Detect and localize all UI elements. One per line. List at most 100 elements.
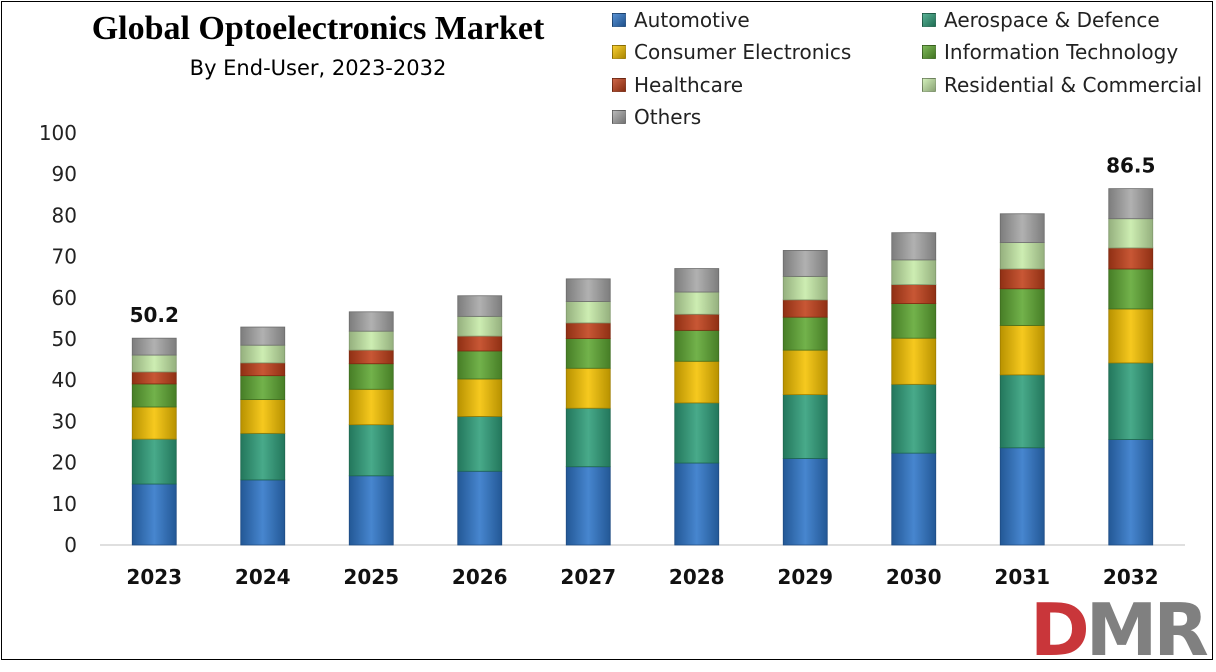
bar-segment-consumer-electronics-2030 (891, 337, 937, 385)
bar-segment-healthcare-2030 (891, 284, 937, 304)
bar-segment-information-technology-2026 (457, 350, 503, 380)
bar-segment-residential-and-commercial-2025 (348, 330, 394, 351)
x-tick-label: 2028 (669, 565, 725, 589)
bar-segment-healthcare-2028 (674, 313, 720, 331)
legend-item-automotive: Automotive (612, 8, 750, 32)
legend-item-healthcare: Healthcare (612, 73, 743, 97)
x-tick-label: 2030 (886, 565, 942, 589)
bar-segment-aerospace-and-defence-2023 (131, 438, 177, 485)
bar-segment-aerospace-and-defence-2028 (674, 402, 720, 464)
x-tick-label: 2026 (452, 565, 508, 589)
y-tick-label: 80 (52, 203, 77, 227)
legend-item-consumer-electronics: Consumer Electronics (612, 40, 851, 64)
bar-segment-healthcare-2023 (131, 371, 177, 385)
bar-segment-aerospace-and-defence-2030 (891, 383, 937, 454)
bar-segment-healthcare-2025 (348, 349, 394, 365)
bar-segment-information-technology-2028 (674, 329, 720, 362)
bar-segment-information-technology-2029 (782, 316, 828, 351)
bar-segment-information-technology-2023 (131, 383, 177, 408)
bar-segment-healthcare-2031 (999, 268, 1045, 290)
x-tick-label: 2032 (1103, 565, 1159, 589)
legend-item-residential-and-commercial: Residential & Commercial (922, 73, 1202, 97)
legend-label: Consumer Electronics (634, 40, 852, 64)
chart-title: Global Optoelectronics Market (91, 10, 545, 47)
bar-segment-others-2027 (565, 278, 611, 302)
bar-segment-residential-and-commercial-2030 (891, 259, 937, 286)
bar-segment-others-2028 (674, 268, 720, 293)
bar-segment-healthcare-2027 (565, 322, 611, 339)
bar-segment-others-2030 (891, 232, 937, 261)
bar-segment-consumer-electronics-2031 (999, 325, 1045, 376)
bar-segment-healthcare-2024 (240, 362, 286, 377)
bar-segment-information-technology-2024 (240, 375, 286, 400)
bar-segment-automotive-2032 (1108, 439, 1154, 546)
bar-segment-consumer-electronics-2024 (240, 399, 286, 434)
bar-stack-2024 (240, 326, 286, 546)
bar-segment-residential-and-commercial-2023 (131, 354, 177, 373)
legend-swatch (922, 13, 936, 27)
legend-swatch (612, 13, 626, 27)
chart-subtitle: By End-User, 2023-2032 (189, 56, 447, 80)
bar-segment-automotive-2028 (674, 462, 720, 546)
bar-segment-consumer-electronics-2028 (674, 360, 720, 404)
y-tick-label: 70 (52, 245, 77, 269)
legend-label: Residential & Commercial (944, 73, 1203, 97)
bar-segment-information-technology-2030 (891, 303, 937, 339)
legend-label: Information Technology (944, 40, 1179, 64)
bar-segment-aerospace-and-defence-2029 (782, 394, 828, 459)
bar-segment-consumer-electronics-2027 (565, 367, 611, 409)
legend-item-information-technology: Information Technology (922, 40, 1178, 64)
dmr-logo: DMR (1030, 594, 1209, 666)
bar-stack-2031 (999, 213, 1045, 546)
bar-segment-automotive-2023 (131, 483, 177, 546)
bar-segment-consumer-electronics-2032 (1108, 308, 1154, 364)
bar-segment-aerospace-and-defence-2026 (457, 416, 503, 472)
bar-segment-aerospace-and-defence-2031 (999, 374, 1045, 449)
bar-stack-2032 (1108, 188, 1154, 546)
bar-segment-others-2026 (457, 295, 503, 317)
bar-segment-residential-and-commercial-2027 (565, 301, 611, 324)
legend-swatch (922, 78, 936, 92)
legend-swatch (922, 45, 936, 59)
bar-segment-automotive-2025 (348, 475, 394, 546)
bar-segment-others-2031 (999, 213, 1045, 243)
bar-stack-2030 (891, 232, 937, 546)
bar-segment-healthcare-2029 (782, 299, 828, 318)
x-tick-label: 2027 (560, 565, 616, 589)
bar-segment-information-technology-2025 (348, 363, 394, 390)
bar-segment-residential-and-commercial-2026 (457, 315, 503, 337)
bar-segment-residential-and-commercial-2024 (240, 344, 286, 364)
data-label-total-2023: 50.2 (130, 303, 179, 327)
legend-label: Others (634, 105, 702, 129)
legend-item-aerospace-and-defence: Aerospace & Defence (922, 8, 1160, 32)
y-tick-label: 10 (52, 492, 77, 516)
y-tick-label: 50 (52, 327, 77, 351)
bar-segment-residential-and-commercial-2031 (999, 242, 1045, 270)
x-tick-label: 2023 (126, 565, 182, 589)
bar-segment-automotive-2026 (457, 470, 503, 546)
data-label-total-2032: 86.5 (1106, 154, 1155, 178)
bar-segment-aerospace-and-defence-2024 (240, 432, 286, 481)
logo-letter-m: M (1085, 588, 1158, 672)
x-tick-label: 2031 (994, 565, 1050, 589)
bar-segment-information-technology-2027 (565, 338, 611, 369)
bar-segment-residential-and-commercial-2029 (782, 275, 828, 301)
bar-stack-2027 (565, 278, 611, 546)
y-tick-label: 30 (52, 409, 77, 433)
bar-segment-automotive-2027 (565, 466, 611, 546)
bar-segment-aerospace-and-defence-2032 (1108, 362, 1154, 440)
bar-segment-others-2032 (1108, 188, 1154, 220)
bar-segment-healthcare-2032 (1108, 247, 1154, 270)
bar-segment-others-2025 (348, 311, 394, 332)
y-tick-label: 60 (52, 286, 77, 310)
bar-segment-residential-and-commercial-2032 (1108, 218, 1154, 249)
x-tick-label: 2025 (343, 565, 399, 589)
bar-segment-aerospace-and-defence-2025 (348, 424, 394, 477)
chart-frame (1, 1, 1213, 660)
bar-segment-automotive-2024 (240, 479, 286, 546)
logo-letter-r: R (1153, 588, 1208, 672)
bar-segment-aerospace-and-defence-2027 (565, 407, 611, 468)
bar-stack-2028 (674, 268, 720, 546)
bar-stack-2029 (782, 250, 828, 546)
y-tick-label: 100 (39, 121, 77, 145)
